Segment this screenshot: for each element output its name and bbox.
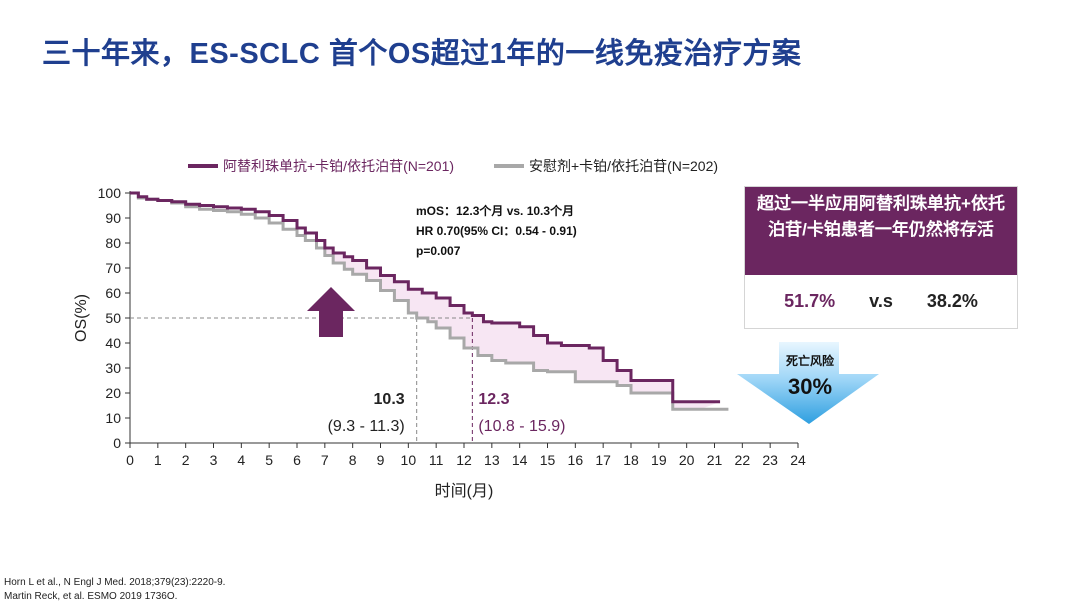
- y-tick-label: 60: [105, 285, 121, 301]
- y-tick-label: 100: [98, 185, 122, 201]
- x-tick-label: 15: [540, 452, 556, 468]
- x-tick-label: 5: [265, 452, 273, 468]
- x-tick-label: 16: [568, 452, 584, 468]
- treatment-survival-curve: [130, 191, 721, 404]
- x-tick-label: 7: [321, 452, 329, 468]
- x-tick-label: 10: [401, 452, 417, 468]
- reference-2: Martin Reck, et al. ESMO 2019 1736O.: [4, 591, 178, 602]
- median-treatment-ci: (10.8 - 15.9): [478, 418, 565, 435]
- x-tick-label: 23: [762, 452, 778, 468]
- risk-down-arrow-icon: [737, 342, 879, 424]
- callout-treatment-rate: 51.7%: [784, 291, 836, 311]
- x-tick-label: 18: [623, 452, 639, 468]
- x-tick-label: 9: [377, 452, 385, 468]
- stats-line1: mOS：12.3个月 vs. 10.3个月: [416, 203, 574, 218]
- y-tick-label: 0: [113, 435, 121, 451]
- y-tick-label: 50: [105, 310, 121, 326]
- x-axis-title: 时间(月): [435, 482, 494, 500]
- x-tick-label: 17: [595, 452, 611, 468]
- median-control-value: 10.3: [374, 391, 405, 408]
- y-axis-title: OS(%): [73, 294, 90, 342]
- improvement-up-arrow-icon: [307, 287, 355, 337]
- legend-treatment-label: 阿替利珠单抗+卡铂/依托泊苷(N=201): [223, 158, 454, 174]
- y-tick-label: 10: [105, 410, 121, 426]
- survival-gap-fill: [324, 240, 721, 410]
- x-tick-label: 2: [182, 452, 190, 468]
- median-control-ci: (9.3 - 11.3): [328, 418, 405, 435]
- risk-reduction-value: 30%: [787, 374, 833, 399]
- stats-line3: p=0.007: [416, 244, 461, 258]
- x-tick-label: 14: [512, 452, 528, 468]
- page-title: 三十年来，ES-SCLC 首个OS超过1年的一线免疫治疗方案: [42, 38, 802, 70]
- x-tick-label: 8: [349, 452, 357, 468]
- y-tick-label: 20: [105, 385, 121, 401]
- risk-label: 死亡风险: [785, 354, 834, 368]
- x-tick-label: 3: [210, 452, 218, 468]
- reference-1: Horn L et al., N Engl J Med. 2018;379(23…: [4, 577, 226, 588]
- x-tick-label: 0: [126, 452, 134, 468]
- legend-control-label: 安慰剂+卡铂/依托泊苷(N=202): [529, 158, 718, 174]
- callout-heading: 超过一半应用阿替利珠单抗+依托泊苷/卡铂患者一年仍然将存活: [745, 187, 1017, 275]
- x-tick-label: 11: [429, 452, 444, 468]
- callout-values: 51.7% v.s 38.2%: [745, 275, 1017, 328]
- y-tick-label: 90: [105, 210, 121, 226]
- x-tick-label: 1: [154, 452, 162, 468]
- median-treatment-value: 12.3: [478, 391, 509, 408]
- stats-line2: HR 0.70(95% CI：0.54 - 0.91): [416, 224, 577, 238]
- x-tick-label: 6: [293, 452, 301, 468]
- callout-control-rate: 38.2%: [926, 291, 978, 311]
- x-tick-label: 24: [790, 452, 806, 468]
- x-tick-label: 4: [237, 452, 245, 468]
- y-tick-label: 30: [105, 360, 121, 376]
- x-tick-label: 19: [651, 452, 667, 468]
- control-survival-curve: [130, 191, 729, 411]
- y-tick-label: 40: [105, 335, 121, 351]
- y-tick-label: 70: [105, 260, 121, 276]
- y-tick-label: 80: [105, 235, 121, 251]
- x-tick-label: 20: [679, 452, 695, 468]
- survival-callout: 超过一半应用阿替利珠单抗+依托泊苷/卡铂患者一年仍然将存活 51.7% v.s …: [744, 186, 1018, 329]
- x-tick-label: 22: [735, 452, 751, 468]
- callout-vs: v.s: [869, 291, 893, 311]
- x-tick-label: 12: [456, 452, 472, 468]
- x-tick-label: 21: [707, 452, 723, 468]
- x-tick-label: 13: [484, 452, 500, 468]
